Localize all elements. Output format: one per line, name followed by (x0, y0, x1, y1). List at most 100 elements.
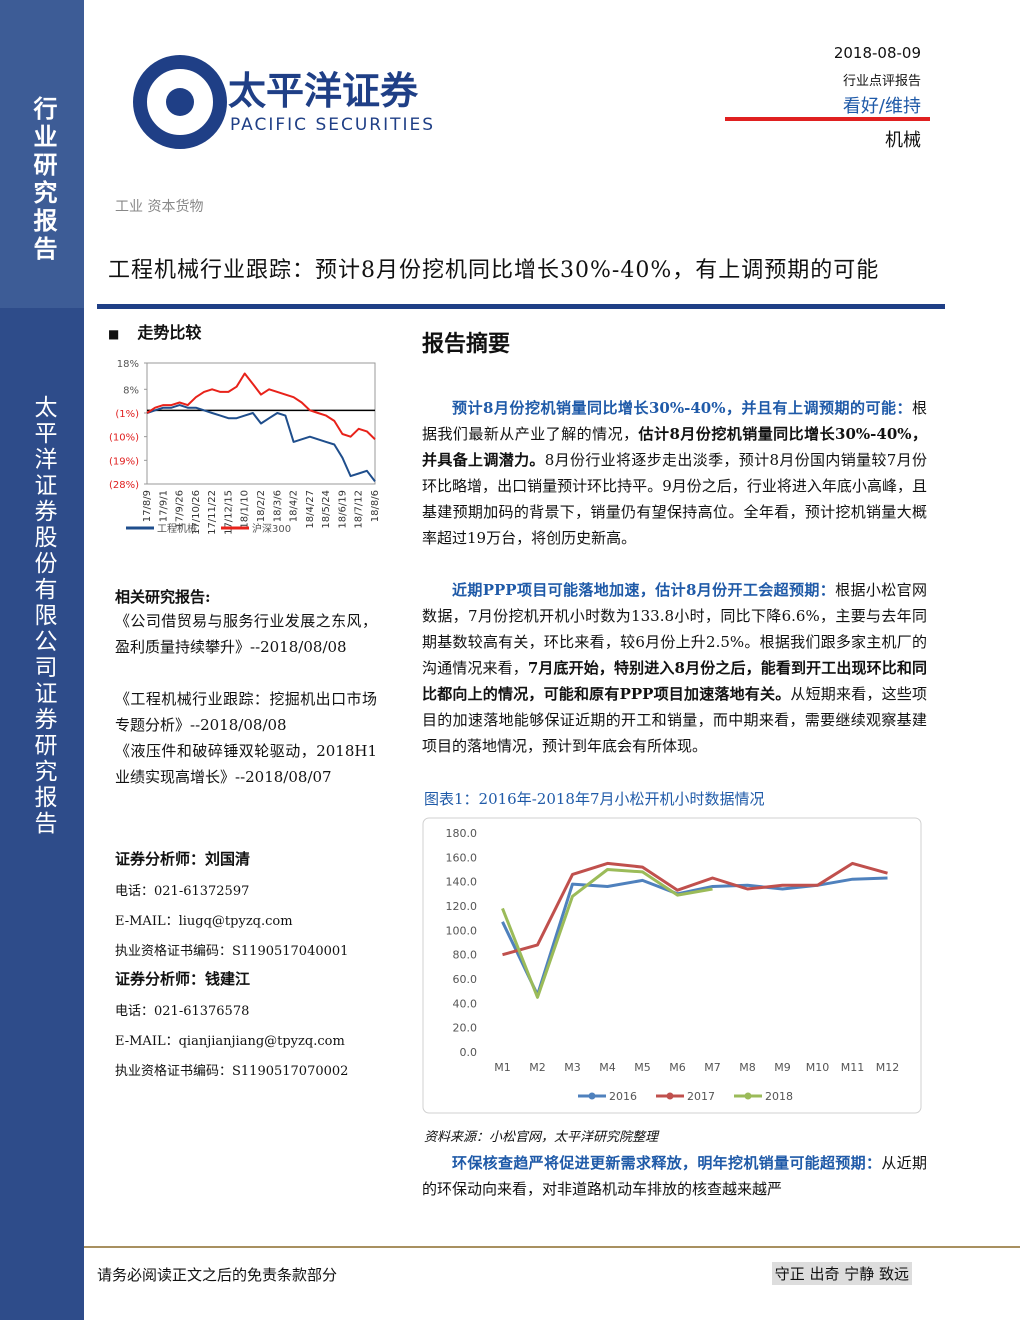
paragraph: 预计8月份挖机销量同比增长30%-40%，并且有上调预期的可能：根据我们最新从产… (422, 395, 927, 551)
y-tick-label: 8% (123, 385, 139, 396)
related-item: 《液压件和破碎锤双轮驱动，2018H1业绩实现高增长》--2018/08/07 (115, 742, 377, 786)
sidebar-label: 行业研究报告 (29, 96, 58, 264)
x-tick-label: M8 (739, 1061, 756, 1074)
x-tick-label: 18/4/2 (289, 490, 300, 522)
logo-cn: 太平洋证券 (228, 69, 419, 113)
y-tick-label: 0.0 (460, 1046, 478, 1059)
trend-heading: ■ 走势比较 (108, 323, 202, 342)
x-tick-label: M12 (876, 1061, 900, 1074)
analyst-phone: 电话：021-61372597 (115, 884, 250, 899)
emphasis: 7月底开始，特别进入8月份之后，能看到开工出现环比和同比都向上的情况，可能和原有… (422, 659, 927, 703)
x-tick-label: 18/4/27 (305, 490, 316, 529)
logo: 太平洋证券 PACIFIC SECURITIES (104, 25, 433, 164)
analyst-license: 执业资格证书编码：S1190517070002 (115, 1064, 349, 1079)
y-tick-label: (28%) (109, 480, 139, 491)
report-type: 行业点评报告 (842, 74, 921, 89)
rating-rule (725, 117, 930, 121)
paragraph: 环保核查趋严将促进更新需求释放，明年挖机销量可能超预期：从近期的环保动向来看，对… (422, 1150, 927, 1202)
emphasis: 估计8月份挖机销量同比增长30%-40%，并具备上调潜力。 (422, 425, 927, 469)
x-tick-label: 17/11/22 (207, 490, 218, 535)
y-tick-label: 40.0 (453, 997, 478, 1010)
x-tick-label: M2 (529, 1061, 546, 1074)
text: 从短期来看，这些项目的加速落地能够保证近期的开工和销量，而中期来看，需要继续观察… (422, 685, 927, 755)
lead: 预计8月份挖机销量同比增长30%-40%，并且有上调预期的可能： (452, 399, 912, 417)
hours-chart: 0.0 20.0 40.0 60.0 80.0 100.0 120.0 140.0 160.0 1… (422, 817, 922, 1114)
report-title: 工程机械行业跟踪：预计8月份挖机同比增长30%-40%，有上调预期的可能 (108, 258, 880, 283)
series-line (502, 861, 888, 957)
analyst-title: 证券分析师：钱建江 (115, 970, 251, 988)
text: 根据小松官网数据，7月份挖机开机小时数为133.8小时，同比下降6.6%，主要与… (422, 581, 927, 677)
trend-title: 走势比较 (137, 323, 202, 342)
x-tick-label: 17/9/26 (175, 490, 186, 529)
legend-marker (744, 1092, 752, 1100)
title-rule (97, 304, 945, 309)
sidebar-company: 太平洋证券股份有限公司证券研究报告 (30, 395, 56, 837)
analyst-title: 证券分析师：刘国清 (115, 850, 251, 868)
legend-label: 2017 (687, 1090, 715, 1103)
text: 根据我们最新从产业了解的情况， (422, 399, 927, 443)
x-tick-label: 18/6/19 (337, 490, 348, 529)
footer-rule (84, 1246, 1020, 1248)
y-tick-label: 80.0 (453, 949, 478, 962)
sidebar-top (0, 0, 84, 308)
x-tick-label: M1 (494, 1061, 511, 1074)
x-tick-label: M3 (564, 1061, 581, 1074)
x-tick-label: M11 (841, 1061, 865, 1074)
legend-label: 2016 (609, 1090, 637, 1103)
paragraph: 近期PPP项目可能落地加速，估计8月份开工会超预期：根据小松官网数据，7月份挖机… (422, 577, 927, 759)
legend-label: 2018 (765, 1090, 793, 1103)
analyst-phone: 电话：021-61376578 (115, 1004, 250, 1019)
x-tick-label: 18/7/12 (354, 490, 365, 529)
y-tick-label: (10%) (109, 433, 139, 444)
x-tick-label: M4 (599, 1061, 616, 1074)
analyst-email: E-MAIL：liugq@tpyzq.com (115, 914, 293, 929)
x-tick-label: 17/10/26 (191, 490, 202, 535)
rating: 看好/维持 (842, 96, 921, 117)
related-item: 《工程机械行业跟踪：挖掘机出口市场专题分析》--2018/08/08 (115, 690, 377, 734)
motto: 守正 出奇 宁静 致远 (771, 1262, 912, 1285)
text: 8月份行业将逐步走出淡季，预计8月份国内销量较7月份环比略增，出口销量预计环比持… (422, 451, 927, 547)
legend-label: 工程机械 (157, 522, 197, 535)
y-tick-label: 60.0 (453, 973, 478, 986)
analyst-email: E-MAIL：qianjianjiang@tpyzq.com (115, 1034, 345, 1049)
x-tick-label: 17/9/1 (158, 490, 169, 522)
x-tick-label: 17/12/15 (223, 490, 234, 535)
trend-chart: 18% 8% (1%) (10%) (19%) (28%)17/8/9 17/9/1 17/9… (109, 359, 381, 535)
x-tick-label: 18/1/10 (240, 490, 251, 529)
x-tick-label: M6 (669, 1061, 686, 1074)
x-tick-label: M10 (806, 1061, 830, 1074)
sector: 工业 资本货物 (115, 199, 204, 215)
x-tick-label: M5 (634, 1061, 651, 1074)
x-tick-label: M9 (774, 1061, 791, 1074)
legend-marker (666, 1092, 674, 1100)
related-heading: 相关研究报告: (115, 588, 211, 606)
y-tick-label: (19%) (109, 456, 139, 467)
y-tick-label: 20.0 (453, 1022, 478, 1035)
summary-heading: 报告摘要 (422, 331, 511, 357)
analyst-license: 执业资格证书编码：S1190517040001 (115, 944, 349, 959)
x-tick-label: 18/3/6 (272, 490, 283, 522)
date: 2018-08-09 (833, 44, 921, 62)
logo-ring (133, 55, 227, 149)
disclaimer: 请务必阅读正文之后的免责条款部分 (97, 1266, 338, 1284)
y-tick-label: 140.0 (446, 876, 478, 889)
x-tick-label: 18/5/24 (321, 490, 332, 529)
legend-label: 沪深300 (252, 522, 291, 535)
y-tick-label: 180.0 (446, 827, 478, 840)
x-tick-label: 18/2/2 (256, 490, 267, 522)
y-tick-label: 160.0 (446, 851, 478, 864)
figure-title: 图表1：2016年-2018年7月小松开机小时数据情况 (424, 790, 765, 808)
x-tick-label: 18/8/6 (370, 490, 381, 522)
y-tick-label: (1%) (115, 409, 139, 420)
series-line (501, 876, 888, 997)
y-tick-label: 18% (117, 359, 139, 370)
series-line (146, 372, 376, 441)
y-tick-label: 100.0 (446, 924, 478, 937)
sidebar-bottom (0, 308, 84, 1320)
logo-dot (166, 88, 194, 116)
x-tick-label: 17/8/9 (142, 490, 153, 522)
lead: 环保核查趋严将促进更新需求释放，明年挖机销量可能超预期： (452, 1154, 882, 1172)
series-line (146, 404, 376, 483)
lead: 近期PPP项目可能落地加速，估计8月份开工会超预期： (452, 581, 836, 599)
